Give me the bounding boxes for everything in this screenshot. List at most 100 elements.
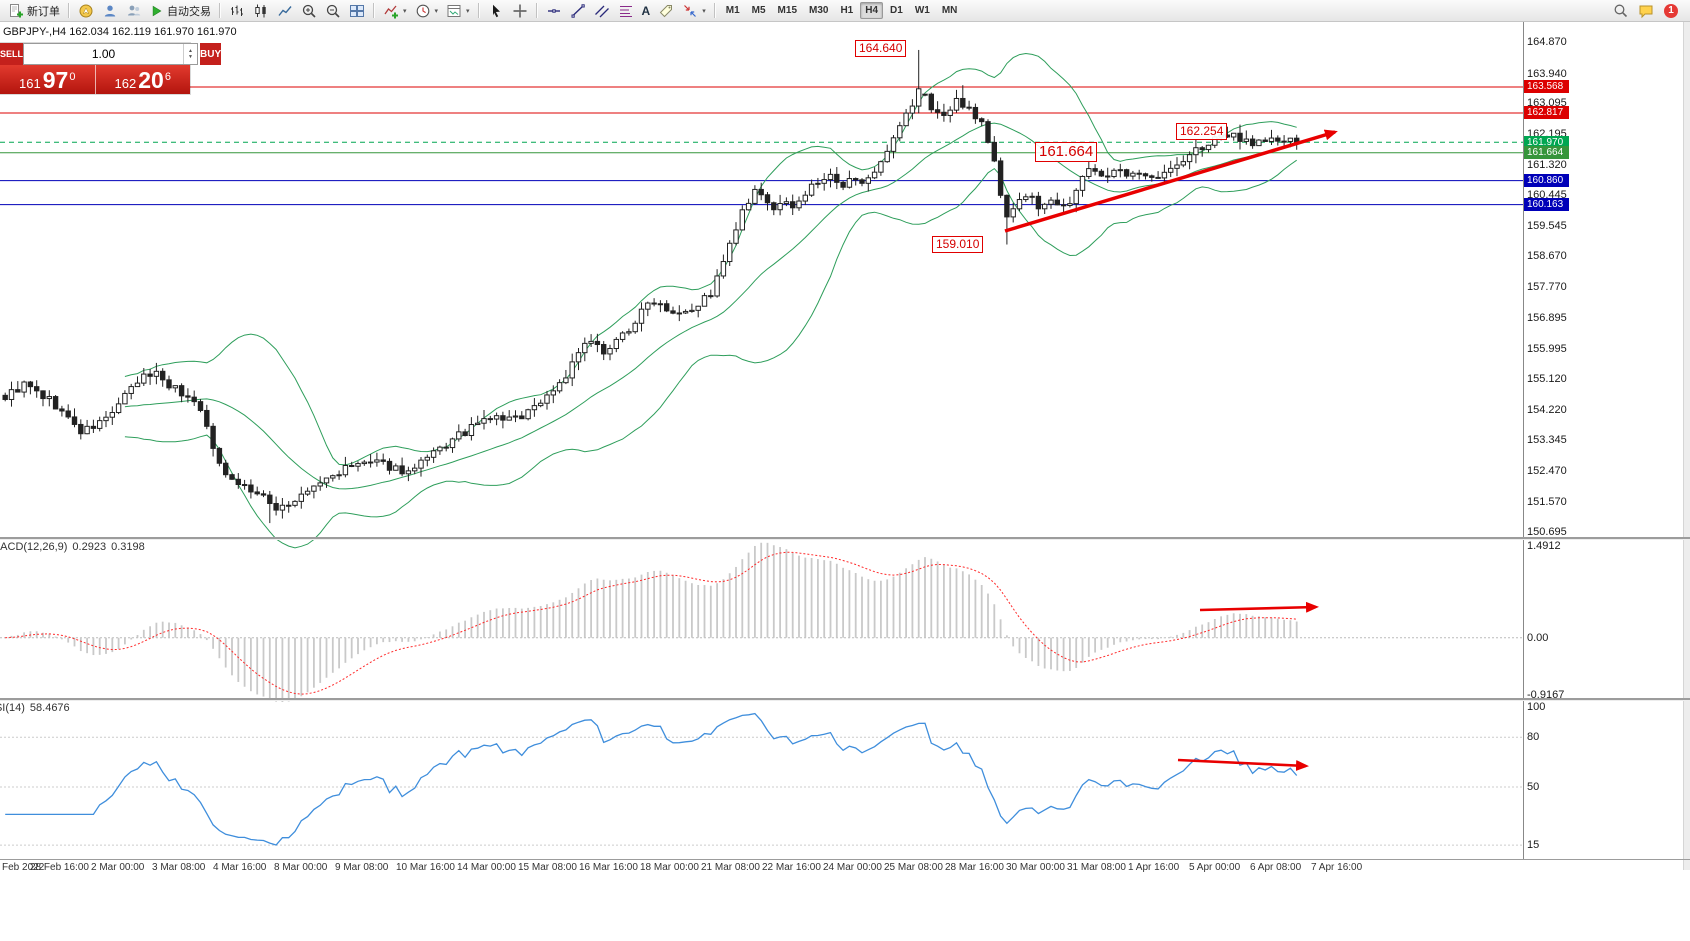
horizontal-line-tool[interactable] <box>542 2 566 20</box>
candle-chart-button[interactable] <box>249 2 273 20</box>
ask-price[interactable]: 162 20 6 <box>96 65 191 94</box>
spin-down-icon[interactable]: ▼ <box>188 54 193 60</box>
timeframe-m15[interactable]: M15 <box>777 5 797 16</box>
templates-button[interactable]: ▾ <box>442 2 474 20</box>
cursor-button[interactable] <box>484 2 508 20</box>
clock-icon <box>415 3 431 19</box>
bid-int: 161 <box>19 76 41 91</box>
dropdown-caret: ▾ <box>403 7 407 15</box>
profile-icon <box>102 3 118 19</box>
toolbar-separator <box>713 3 716 18</box>
line-chart-icon <box>277 3 293 19</box>
timeframe-h1[interactable]: H1 <box>840 5 854 16</box>
new-order-button[interactable]: 新订单 <box>4 2 64 20</box>
toolbar-right-group: 1 <box>1613 3 1686 19</box>
zoom-in-button[interactable] <box>297 2 321 20</box>
candle-chart-icon <box>253 3 269 19</box>
notification-badge[interactable]: 1 <box>1664 3 1678 18</box>
channel-icon <box>594 3 610 19</box>
toolbar: 新订单 自动交易 <box>0 0 1690 22</box>
toolbar-separator <box>68 3 70 18</box>
dropdown-caret: ▾ <box>434 7 439 15</box>
chat-icon[interactable] <box>1638 3 1654 19</box>
template-icon <box>446 3 462 19</box>
spin-up-icon[interactable]: ▲ <box>188 48 193 54</box>
rsi-value: 58.4676 <box>29 702 70 714</box>
fibonacci-tool[interactable] <box>614 2 638 20</box>
timeframe-d1[interactable]: D1 <box>890 5 903 16</box>
indicators-button[interactable]: ▾ <box>379 2 411 20</box>
crosshair-icon <box>512 3 528 19</box>
new-order-label: 新订单 <box>27 5 60 18</box>
autotrading-label: 自动交易 <box>167 5 211 18</box>
ask-sup: 6 <box>164 71 171 83</box>
sell-button[interactable]: SELL <box>0 43 24 65</box>
zoom-out-button[interactable] <box>321 2 345 20</box>
cursor-icon <box>488 3 504 19</box>
profiles-button[interactable] <box>98 2 122 20</box>
toolbar-separator <box>373 3 375 18</box>
bid-price[interactable]: 161 97 0 <box>0 65 96 94</box>
compass-icon <box>78 3 94 19</box>
toolbar-separator <box>535 3 538 18</box>
horizontal-line-icon <box>546 3 562 19</box>
bid-sup: 0 <box>69 71 76 83</box>
tile-windows-button[interactable] <box>345 2 369 20</box>
periods-button[interactable]: ▾ <box>411 2 443 20</box>
panel-splitter-rsi[interactable] <box>0 698 1690 701</box>
label-tool[interactable] <box>654 2 678 20</box>
new-order-icon <box>8 3 24 19</box>
search-icon[interactable] <box>1613 3 1628 18</box>
toolbar-separator <box>219 3 221 18</box>
dropdown-caret: ▾ <box>466 7 470 15</box>
tile-windows-icon <box>349 3 365 19</box>
oct-top-row: SELL ▲▼ BUY <box>0 43 222 65</box>
timeframe-group: M1 M5 M15 M30 H1 H4 D1 W1 MN <box>720 2 964 19</box>
bid-pips: 97 <box>42 67 69 93</box>
one-click-trading-widget: SELL ▲▼ BUY 161 97 0 162 20 6 <box>0 43 222 94</box>
market-watch-button[interactable] <box>74 2 98 20</box>
toolbar-separator <box>477 3 480 18</box>
channel-tool[interactable] <box>590 2 614 20</box>
ask-int: 162 <box>114 76 137 91</box>
trendline-tool[interactable] <box>566 2 590 20</box>
macd-signal-value: 0.3198 <box>111 541 145 553</box>
accounts-button[interactable] <box>122 2 146 20</box>
users-icon <box>126 3 142 19</box>
zoom-in-icon <box>301 3 317 19</box>
label-tag-icon <box>658 3 674 19</box>
arrows-tool[interactable]: ▾ <box>678 2 710 20</box>
buy-button[interactable]: BUY <box>200 43 222 65</box>
fibonacci-icon <box>618 3 634 19</box>
zoom-out-icon <box>325 3 341 19</box>
timeframe-w1[interactable]: W1 <box>914 5 930 16</box>
volume-spinner[interactable]: ▲ ▼ <box>183 44 197 64</box>
oct-price-row: 161 97 0 162 20 6 <box>0 65 190 94</box>
timeframe-m30[interactable]: M30 <box>809 5 829 16</box>
time-axis-line <box>0 859 1690 860</box>
timeframe-m1[interactable]: M1 <box>725 5 740 16</box>
chart-title: GBPJPY-,H4 162.034 162.119 161.970 161.9… <box>3 26 237 38</box>
rsi-label: RSI(14) 58.4676 <box>0 702 75 714</box>
autotrading-button[interactable]: 自动交易 <box>146 2 215 20</box>
autotrade-play-icon <box>150 4 164 18</box>
macd-main-value: 0.2923 <box>72 541 107 553</box>
ask-pips: 20 <box>138 67 164 93</box>
text-tool[interactable]: A <box>638 2 655 20</box>
text-tool-icon: A <box>641 3 651 18</box>
volume-input[interactable] <box>24 44 184 64</box>
rsi-name: RSI(14) <box>0 702 25 714</box>
timeframe-h4[interactable]: H4 <box>860 2 884 19</box>
panel-splitter-macd[interactable] <box>0 537 1690 540</box>
macd-label: MACD(12,26,9) 0.2923 0.3198 <box>0 541 150 553</box>
arrows-icon <box>682 3 698 19</box>
timeframe-m5[interactable]: M5 <box>751 5 766 16</box>
bar-chart-icon <box>229 3 245 19</box>
right-scrollbar-strip[interactable] <box>1683 22 1690 870</box>
dropdown-caret: ▾ <box>702 7 706 15</box>
crosshair-button[interactable] <box>508 2 532 20</box>
timeframe-mn[interactable]: MN <box>941 5 958 16</box>
line-chart-button[interactable] <box>273 2 297 20</box>
bar-chart-button[interactable] <box>225 2 249 20</box>
